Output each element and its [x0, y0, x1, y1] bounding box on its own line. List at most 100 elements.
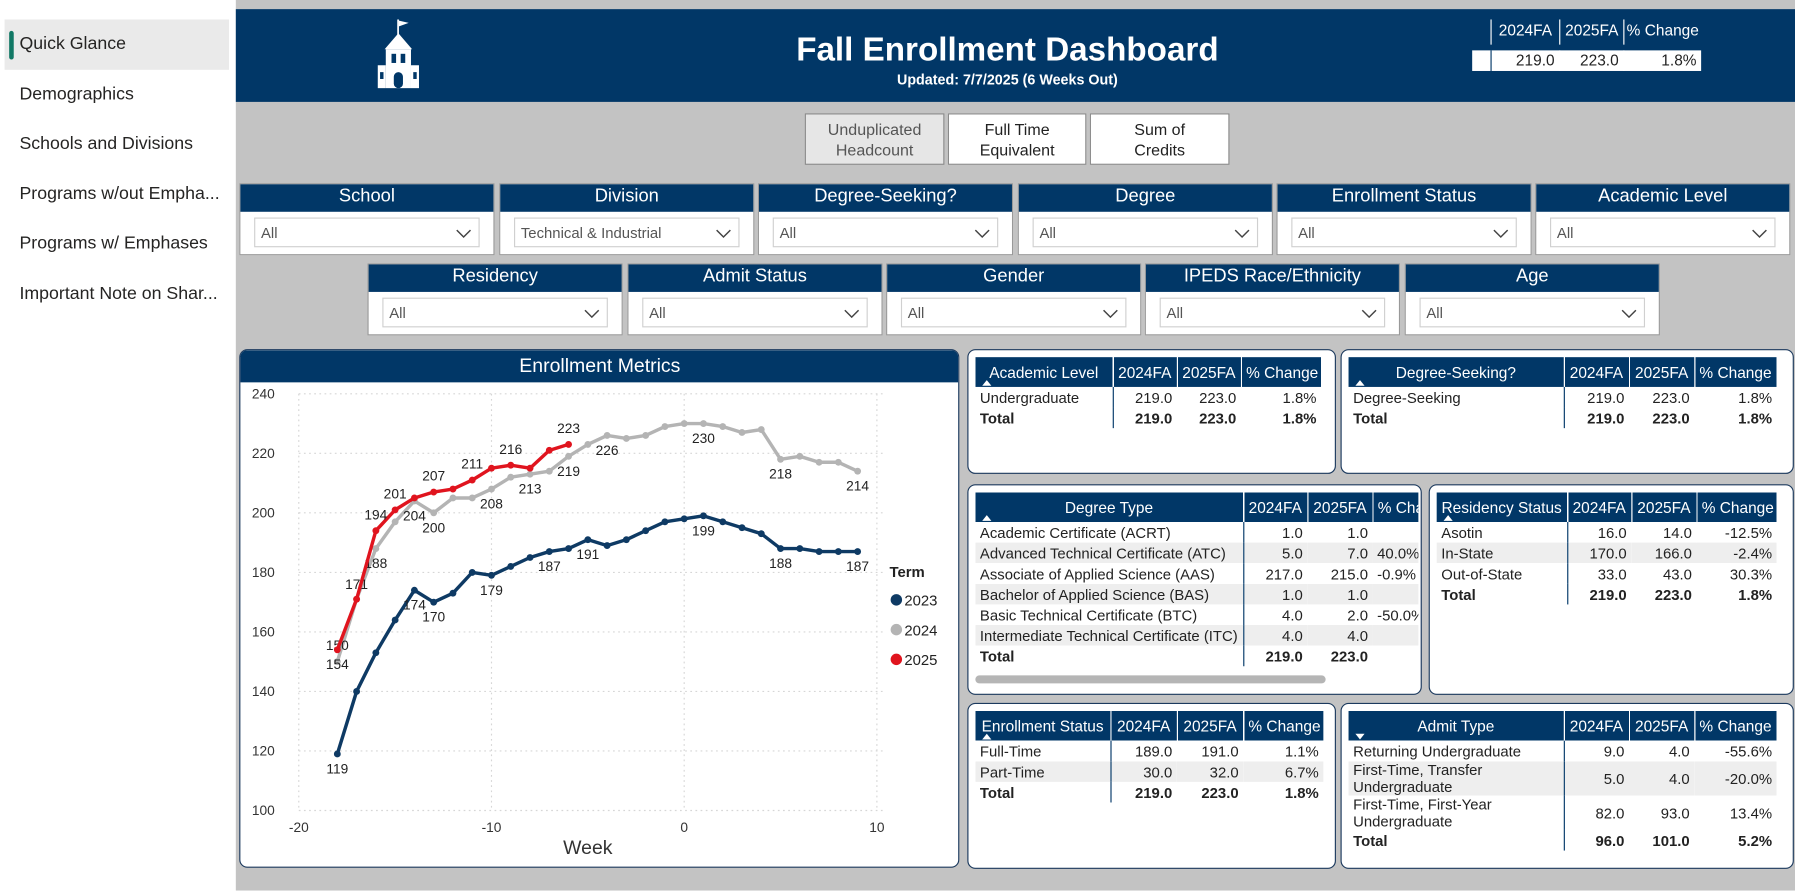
cell-text: 4.0 — [1347, 626, 1369, 644]
nav-item[interactable]: Programs w/ Emphases — [19, 233, 208, 253]
filter-dropdown[interactable]: All — [642, 297, 868, 328]
cell-text: 1.8% — [1738, 585, 1773, 603]
data-point — [391, 518, 399, 526]
legend-title: Term — [889, 565, 924, 581]
data-point — [834, 548, 842, 555]
data-point — [333, 750, 341, 758]
data-point — [333, 646, 341, 654]
nav-item[interactable]: Important Note on Shar... — [19, 283, 218, 304]
total-row: Total 219.0 223.0 1.8% — [975, 407, 1321, 429]
cell-text: Academic Certificate (ACRT) — [979, 523, 1171, 541]
cell-text: Basic Technical Certificate (BTC) — [979, 606, 1198, 624]
data-row: Degree-Seeking 219.0 223.0 1.8% — [1348, 386, 1777, 408]
cell: 32.0 — [1176, 761, 1244, 782]
header-text: Degree Type — [1064, 498, 1154, 516]
cell: Basic Technical Certificate (BTC) — [975, 604, 1244, 626]
filter-dropdown[interactable]: All — [900, 297, 1127, 328]
data-label: 174 — [403, 598, 426, 613]
summary-header: % Change — [1623, 19, 1701, 45]
filter-value: All — [1426, 304, 1443, 322]
filter-slicer: Academic Level All — [1535, 183, 1791, 256]
cell-text: 4.0 — [1668, 742, 1690, 760]
column-header: % Change — [1240, 357, 1322, 387]
cell: 219.0 — [1564, 387, 1629, 408]
header-text: 2025FA — [1637, 498, 1691, 516]
cell-text: First-Time, Transfer Undergraduate — [1353, 761, 1483, 796]
nav-item[interactable]: Schools and Divisions — [19, 133, 194, 154]
filter-dropdown[interactable]: All — [772, 217, 999, 248]
cell-text: 223.0 — [1654, 585, 1692, 603]
cell: 9.0 — [1564, 741, 1629, 762]
data-label: 216 — [499, 442, 522, 457]
nav-item[interactable]: Demographics — [19, 84, 134, 105]
column-header: % Change — [1243, 710, 1324, 741]
filter-dropdown[interactable]: Technical & Industrial — [514, 217, 740, 248]
nav-item[interactable]: Quick Glance — [19, 34, 126, 54]
filter-dropdown[interactable]: All — [382, 297, 608, 328]
data-label: 200 — [422, 520, 445, 535]
metric-button[interactable]: Sum of Credits — [1089, 113, 1230, 165]
header-text: % Change — [1701, 498, 1774, 516]
column-header: 2025FA — [1176, 710, 1244, 741]
column-header: Degree Type — [975, 492, 1244, 523]
filter-dropdown[interactable]: All — [1550, 217, 1776, 248]
data-point — [642, 432, 650, 439]
cell-text: 191.0 — [1201, 742, 1239, 760]
data-row: Bachelor of Applied Science (BAS) 1.0 1.0 — [975, 583, 1419, 605]
metric-button[interactable]: Unduplicated Headcount — [804, 113, 945, 165]
data-row: Out-of-State 33.0 43.0 30.3% — [1436, 563, 1777, 584]
cell-text: 223.0 — [1652, 388, 1690, 406]
cell: 1.8% — [1694, 408, 1776, 429]
data-label: 230 — [692, 431, 715, 446]
cell-text: Returning Undergraduate — [1353, 742, 1522, 760]
cell-text: First-Time, First-Year Undergraduate — [1353, 795, 1492, 830]
data-point — [680, 515, 688, 523]
cell-text: 1.0 — [1347, 523, 1369, 541]
cell: 219.0 — [1243, 646, 1307, 667]
data-point — [700, 420, 707, 427]
column-header: Enrollment Status — [975, 710, 1111, 741]
header-text: Academic Level — [989, 363, 1099, 381]
cell: Academic Certificate (ACRT) — [975, 522, 1244, 543]
cell — [1373, 646, 1419, 667]
filter-dropdown[interactable]: All — [254, 217, 480, 248]
data-point — [333, 658, 341, 666]
cell-text: 223.0 — [1330, 647, 1369, 665]
header-text: % Change — [1377, 498, 1417, 516]
filter-dropdown[interactable]: All — [1159, 297, 1386, 328]
filter-dropdown[interactable]: All — [1419, 297, 1646, 328]
data-point — [584, 440, 592, 448]
legend-swatch — [890, 623, 903, 636]
header-row: Admit Type 2024FA 2025FA % Change — [1348, 710, 1778, 741]
summary-cell: 1.8% — [1623, 50, 1701, 71]
cell: -12.5% — [1697, 522, 1777, 543]
data-point — [353, 688, 361, 695]
data-point — [468, 494, 476, 502]
filter-dropdown[interactable]: All — [1291, 217, 1517, 248]
y-tick-label: 160 — [252, 624, 275, 639]
metric-button[interactable]: Full Time Equivalent — [947, 113, 1087, 165]
cell-text: Advanced Technical Certificate (ATC) — [979, 544, 1226, 562]
data-point — [468, 568, 476, 576]
data-label: 219 — [557, 464, 580, 479]
filter-slicer: Degree-Seeking? All — [757, 183, 1014, 256]
cell: 219.0 — [1113, 387, 1177, 408]
cell: Total — [975, 781, 1111, 803]
chevron — [584, 309, 600, 319]
column-header: % Change — [1372, 492, 1419, 523]
data-point — [777, 545, 784, 553]
header-text: Residency Status — [1441, 498, 1562, 516]
data-point — [700, 512, 707, 520]
total-row: Total 219.0 223.0 — [975, 645, 1419, 667]
column-header: 2024FA — [1567, 492, 1632, 523]
data-point — [719, 423, 727, 430]
nav-item[interactable]: Programs w/out Empha... — [19, 184, 220, 204]
filter-dropdown[interactable]: All — [1032, 217, 1259, 248]
cell-text: Total — [979, 647, 1015, 665]
series-line — [335, 514, 858, 755]
filter-slicer: Gender All — [886, 263, 1142, 336]
header-text: 2024FA — [1248, 498, 1302, 516]
chevron — [1234, 229, 1250, 239]
data-label: 171 — [345, 577, 368, 592]
data-point — [449, 494, 457, 502]
